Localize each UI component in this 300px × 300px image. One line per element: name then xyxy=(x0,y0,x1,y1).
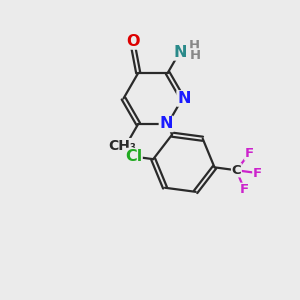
Text: F: F xyxy=(253,167,262,180)
Text: Cl: Cl xyxy=(125,148,142,164)
Text: N: N xyxy=(177,91,190,106)
Text: C: C xyxy=(232,164,241,177)
Text: O: O xyxy=(126,34,140,49)
Text: H: H xyxy=(190,49,201,62)
Text: F: F xyxy=(240,183,249,196)
Text: N: N xyxy=(159,116,173,131)
Text: N: N xyxy=(173,45,187,60)
Text: CH₃: CH₃ xyxy=(108,139,136,153)
Text: F: F xyxy=(245,147,254,160)
Text: H: H xyxy=(188,39,200,52)
